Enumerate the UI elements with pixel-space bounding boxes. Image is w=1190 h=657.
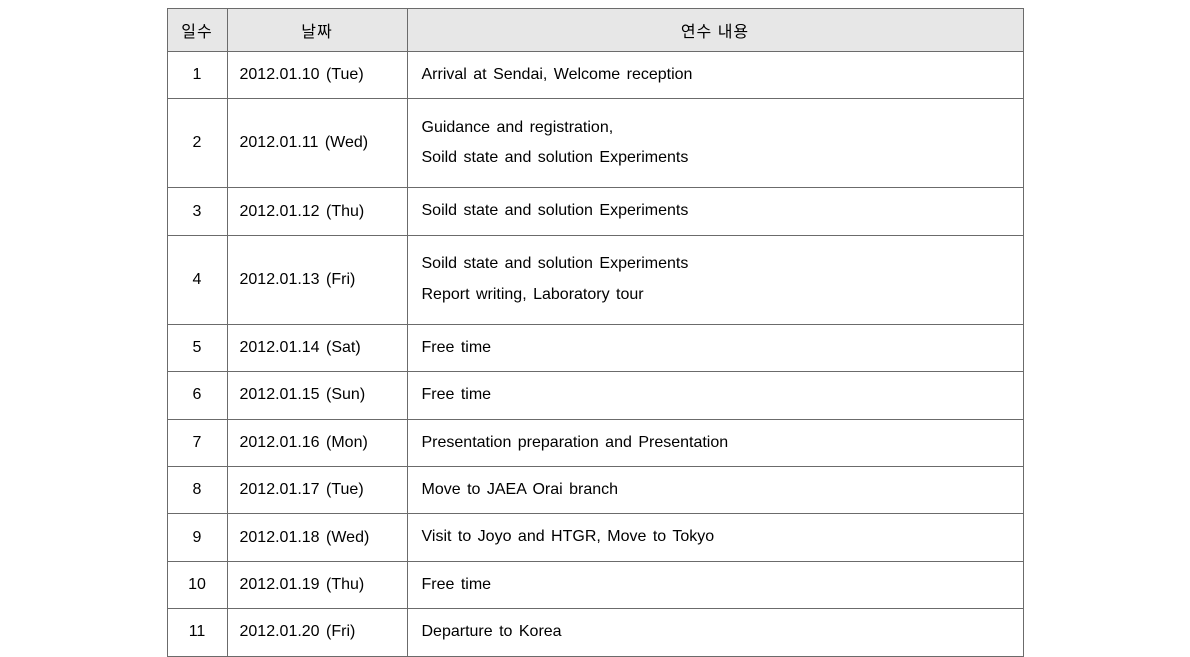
date-cell: 2012.01.19 (Thu) — [227, 561, 407, 608]
content-cell: Soild state and solution Experiments — [407, 188, 1023, 235]
date-cell: 2012.01.20 (Fri) — [227, 609, 407, 656]
content-cell: Guidance and registration,Soild state an… — [407, 99, 1023, 188]
table-row: 112012.01.20 (Fri)Departure to Korea — [167, 609, 1023, 656]
date-cell: 2012.01.10 (Tue) — [227, 52, 407, 99]
date-cell: 2012.01.16 (Mon) — [227, 419, 407, 466]
date-cell: 2012.01.15 (Sun) — [227, 372, 407, 419]
date-cell: 2012.01.17 (Tue) — [227, 466, 407, 513]
day-cell: 5 — [167, 324, 227, 371]
content-cell: Soild state and solution ExperimentsRepo… — [407, 235, 1023, 324]
day-cell: 4 — [167, 235, 227, 324]
col-header-content: 연수 내용 — [407, 9, 1023, 52]
table-row: 72012.01.16 (Mon)Presentation preparatio… — [167, 419, 1023, 466]
date-cell: 2012.01.12 (Thu) — [227, 188, 407, 235]
day-cell: 10 — [167, 561, 227, 608]
date-cell: 2012.01.13 (Fri) — [227, 235, 407, 324]
day-cell: 7 — [167, 419, 227, 466]
day-cell: 8 — [167, 466, 227, 513]
table-row: 92012.01.18 (Wed)Visit to Joyo and HTGR,… — [167, 514, 1023, 561]
content-cell: Free time — [407, 324, 1023, 371]
day-cell: 11 — [167, 609, 227, 656]
day-cell: 2 — [167, 99, 227, 188]
content-cell: Arrival at Sendai, Welcome reception — [407, 52, 1023, 99]
table-row: 82012.01.17 (Tue)Move to JAEA Orai branc… — [167, 466, 1023, 513]
table-row: 42012.01.13 (Fri)Soild state and solutio… — [167, 235, 1023, 324]
table-row: 102012.01.19 (Thu)Free time — [167, 561, 1023, 608]
schedule-table: 일수 날짜 연수 내용 12012.01.10 (Tue)Arrival at … — [167, 8, 1024, 657]
date-cell: 2012.01.14 (Sat) — [227, 324, 407, 371]
content-cell: Free time — [407, 561, 1023, 608]
day-cell: 1 — [167, 52, 227, 99]
content-cell: Free time — [407, 372, 1023, 419]
table-header-row: 일수 날짜 연수 내용 — [167, 9, 1023, 52]
col-header-day: 일수 — [167, 9, 227, 52]
table-row: 62012.01.15 (Sun)Free time — [167, 372, 1023, 419]
content-cell: Departure to Korea — [407, 609, 1023, 656]
table-row: 12012.01.10 (Tue)Arrival at Sendai, Welc… — [167, 52, 1023, 99]
day-cell: 9 — [167, 514, 227, 561]
date-cell: 2012.01.18 (Wed) — [227, 514, 407, 561]
date-cell: 2012.01.11 (Wed) — [227, 99, 407, 188]
content-cell: Move to JAEA Orai branch — [407, 466, 1023, 513]
table-row: 32012.01.12 (Thu)Soild state and solutio… — [167, 188, 1023, 235]
content-cell: Visit to Joyo and HTGR, Move to Tokyo — [407, 514, 1023, 561]
table-body: 12012.01.10 (Tue)Arrival at Sendai, Welc… — [167, 52, 1023, 657]
day-cell: 3 — [167, 188, 227, 235]
content-cell: Presentation preparation and Presentatio… — [407, 419, 1023, 466]
day-cell: 6 — [167, 372, 227, 419]
table-row: 22012.01.11 (Wed)Guidance and registrati… — [167, 99, 1023, 188]
col-header-date: 날짜 — [227, 9, 407, 52]
table-row: 52012.01.14 (Sat)Free time — [167, 324, 1023, 371]
